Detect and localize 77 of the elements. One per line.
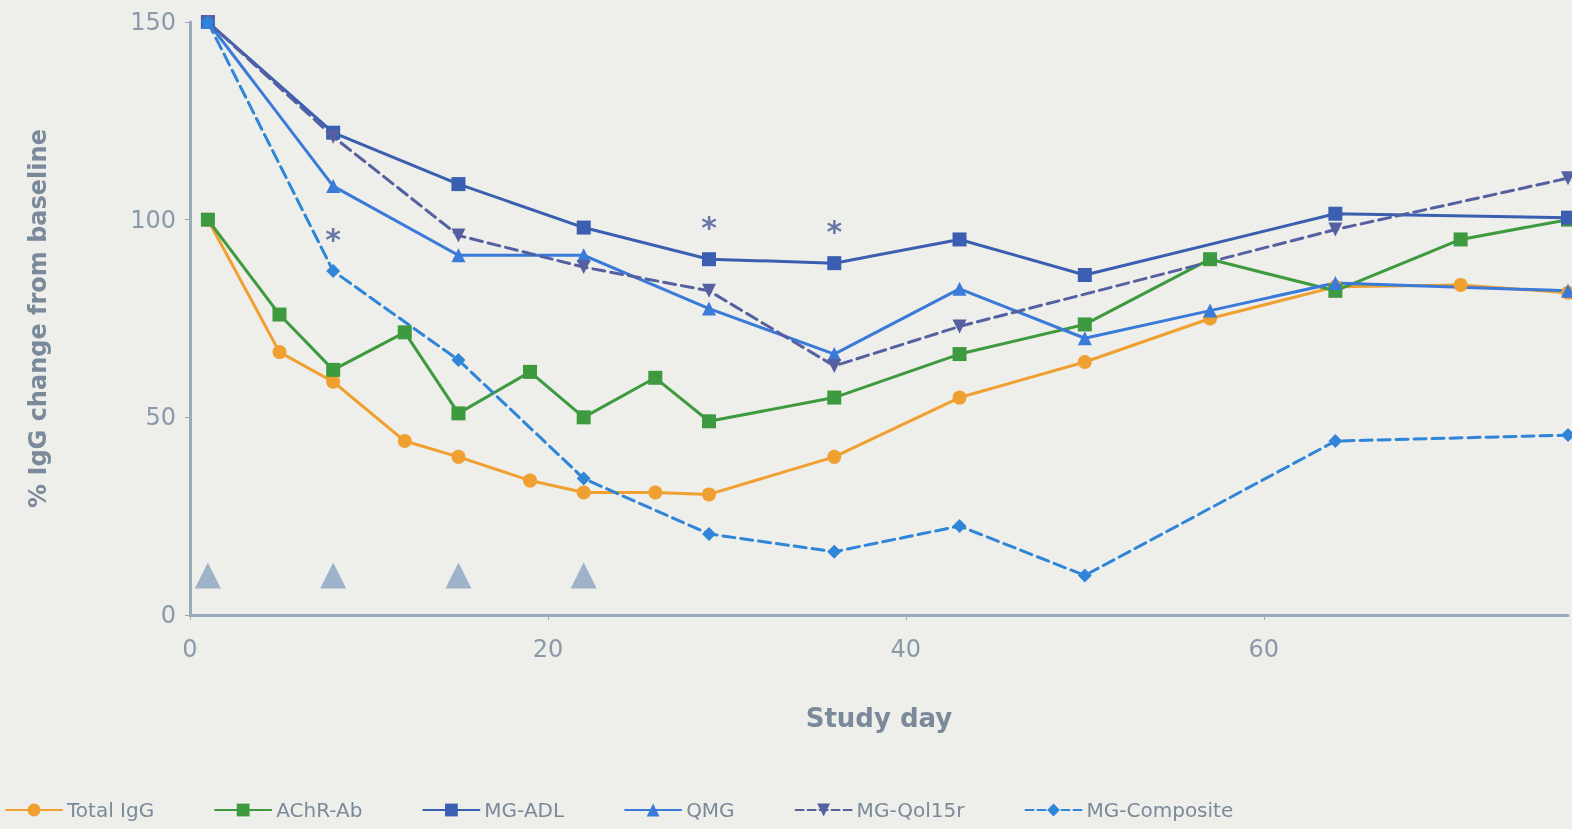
point — [576, 220, 591, 235]
point — [397, 325, 412, 340]
point — [1077, 268, 1092, 283]
point — [326, 374, 341, 389]
point — [648, 370, 663, 385]
annotation: * — [701, 209, 718, 245]
point — [1453, 232, 1468, 247]
x-axis-title: Study day — [805, 703, 953, 733]
point — [701, 283, 716, 298]
point — [326, 179, 341, 194]
x-tick-label: 20 — [532, 635, 564, 663]
point — [952, 390, 967, 405]
point — [827, 390, 842, 405]
annotation: * — [325, 221, 342, 257]
point — [701, 301, 716, 316]
point — [952, 319, 967, 334]
point — [701, 414, 716, 429]
point — [701, 526, 716, 541]
point — [952, 347, 967, 362]
point — [451, 177, 466, 192]
y-tick-label: 50 — [145, 403, 176, 432]
point — [1077, 331, 1092, 346]
point — [451, 353, 466, 368]
point — [451, 449, 466, 464]
point — [702, 487, 716, 502]
x-tick-label: 40 — [890, 635, 922, 663]
legend-label: QMG — [686, 798, 735, 822]
point — [576, 410, 591, 425]
y-tick-label: 150 — [130, 8, 176, 36]
point — [523, 473, 538, 488]
point — [1328, 434, 1343, 449]
legend-label: MG-ADL — [484, 798, 565, 822]
point — [272, 307, 287, 322]
point — [827, 544, 842, 559]
point — [570, 562, 597, 589]
point — [451, 228, 466, 243]
point — [648, 485, 663, 500]
point — [320, 562, 347, 589]
annotation: * — [826, 213, 843, 249]
point — [1203, 252, 1218, 267]
point — [451, 406, 466, 421]
point — [952, 232, 967, 247]
point — [1077, 317, 1092, 332]
point — [1453, 277, 1468, 292]
point — [576, 485, 591, 500]
x-tick-label: 0 — [182, 635, 198, 663]
legend-label: AChR-Ab — [276, 798, 363, 822]
point — [1328, 222, 1343, 237]
point — [952, 281, 967, 296]
point — [523, 364, 538, 379]
legend-label: MG-Qol15r — [856, 798, 966, 822]
point — [952, 519, 967, 534]
point — [397, 434, 412, 449]
x-tick-label: 60 — [1248, 635, 1280, 663]
legend-label: MG-Composite — [1086, 798, 1234, 822]
y-axis-title: % IgG change from baseline — [24, 129, 52, 508]
point — [272, 345, 287, 360]
point — [1203, 303, 1218, 318]
point — [194, 562, 221, 589]
point — [827, 358, 842, 373]
point — [1328, 275, 1343, 290]
legend-label: Total IgG — [66, 798, 155, 822]
point — [1077, 354, 1092, 369]
point — [827, 256, 842, 271]
y-tick-label: 100 — [130, 205, 176, 234]
point — [451, 248, 466, 263]
y-tick-label: 0 — [160, 601, 176, 629]
point — [827, 449, 842, 464]
point — [445, 562, 472, 589]
point — [1328, 206, 1343, 221]
point — [1077, 568, 1092, 583]
point — [701, 252, 716, 267]
point — [326, 362, 341, 377]
point — [576, 471, 591, 486]
point — [326, 129, 341, 144]
point — [576, 260, 591, 275]
point — [326, 264, 341, 279]
